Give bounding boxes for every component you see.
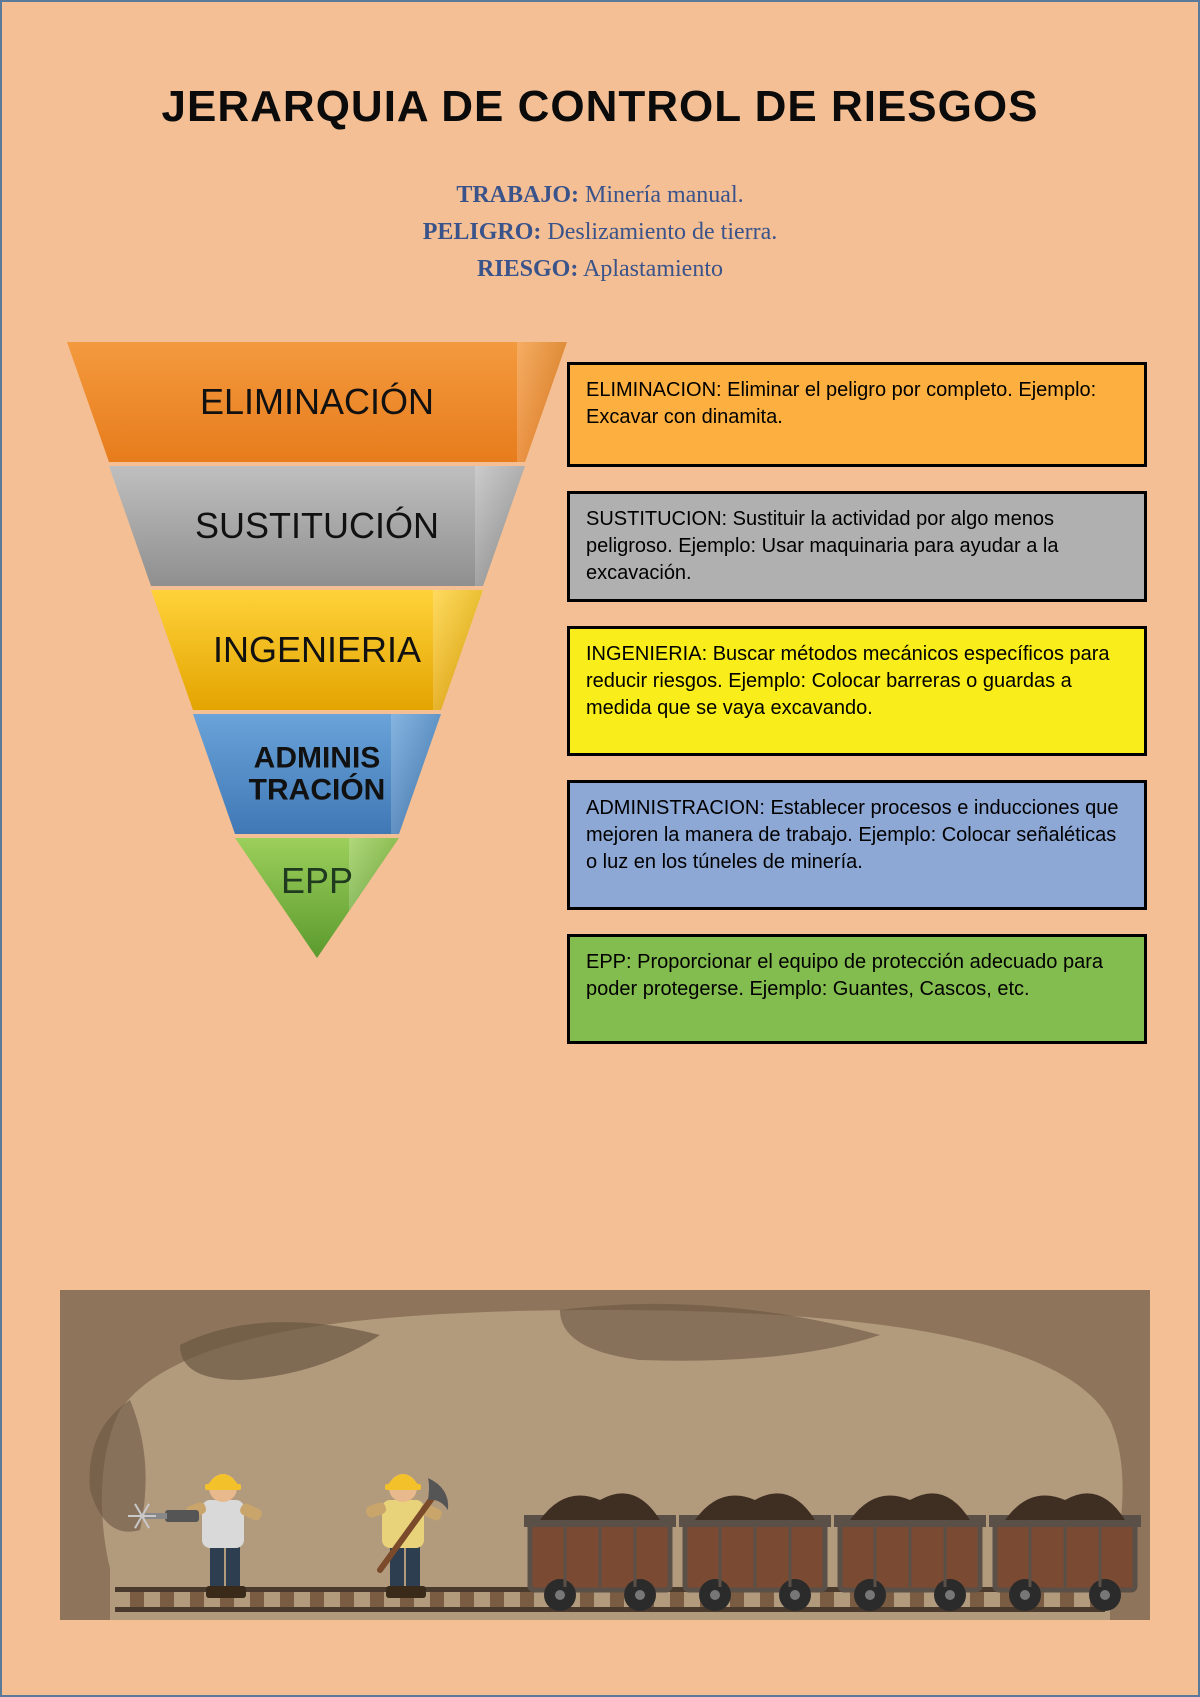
meta-riesgo: RIESGO: Aplastamiento	[2, 251, 1198, 288]
pyramid-label: ADMINISTRACIÓN	[67, 743, 567, 806]
meta-block: TRABAJO: Minería manual. PELIGRO: Desliz…	[2, 177, 1198, 289]
desc-box-4: EPP: Proporcionar el equipo de protecció…	[567, 934, 1147, 1044]
meta-peligro-value: Deslizamiento de tierra.	[541, 219, 777, 245]
hierarchy-pyramid: ELIMINACIÓN SUSTITUCIÓN INGENIERIA ADMINIST…	[67, 342, 567, 962]
desc-box-head: EPP:	[586, 951, 632, 973]
pyramid-label: ELIMINACIÓN	[67, 383, 567, 421]
pyramid-level-3: ADMINISTRACIÓN	[67, 714, 567, 834]
desc-box-1: SUSTITUCION: Sustituir la actividad por …	[567, 491, 1147, 602]
pyramid-level-2: INGENIERIA	[67, 590, 567, 710]
meta-trabajo-label: TRABAJO:	[456, 182, 579, 208]
desc-box-head: ADMINISTRACION:	[586, 797, 765, 819]
description-boxes: ELIMINACION: Eliminar el peligro por com…	[567, 362, 1147, 1068]
desc-box-head: ELIMINACION:	[586, 379, 722, 401]
pyramid-label: SUSTITUCIÓN	[67, 507, 567, 545]
pyramid-label: INGENIERIA	[67, 631, 567, 669]
desc-box-3: ADMINISTRACION: Establecer procesos e in…	[567, 780, 1147, 910]
meta-riesgo-label: RIESGO:	[477, 256, 578, 282]
meta-riesgo-value: Aplastamiento	[578, 256, 723, 282]
page-title: JERARQUIA DE CONTROL DE RIESGOS	[2, 82, 1198, 132]
pyramid-label: EPP	[67, 862, 567, 900]
mining-illustration	[60, 1290, 1150, 1620]
pyramid-level-0: ELIMINACIÓN	[67, 342, 567, 462]
desc-box-head: SUSTITUCION:	[586, 508, 727, 530]
desc-box-0: ELIMINACION: Eliminar el peligro por com…	[567, 362, 1147, 467]
desc-box-body: Proporcionar el equipo de protección ade…	[586, 951, 1103, 1000]
desc-box-head: INGENIERIA:	[586, 643, 707, 665]
meta-peligro-label: PELIGRO:	[423, 219, 542, 245]
desc-box-2: INGENIERIA: Buscar métodos mecánicos esp…	[567, 626, 1147, 756]
pyramid-level-4: EPP	[67, 838, 567, 958]
pyramid-level-1: SUSTITUCIÓN	[67, 466, 567, 586]
meta-trabajo: TRABAJO: Minería manual.	[2, 177, 1198, 214]
meta-peligro: PELIGRO: Deslizamiento de tierra.	[2, 214, 1198, 251]
meta-trabajo-value: Minería manual.	[579, 182, 744, 208]
